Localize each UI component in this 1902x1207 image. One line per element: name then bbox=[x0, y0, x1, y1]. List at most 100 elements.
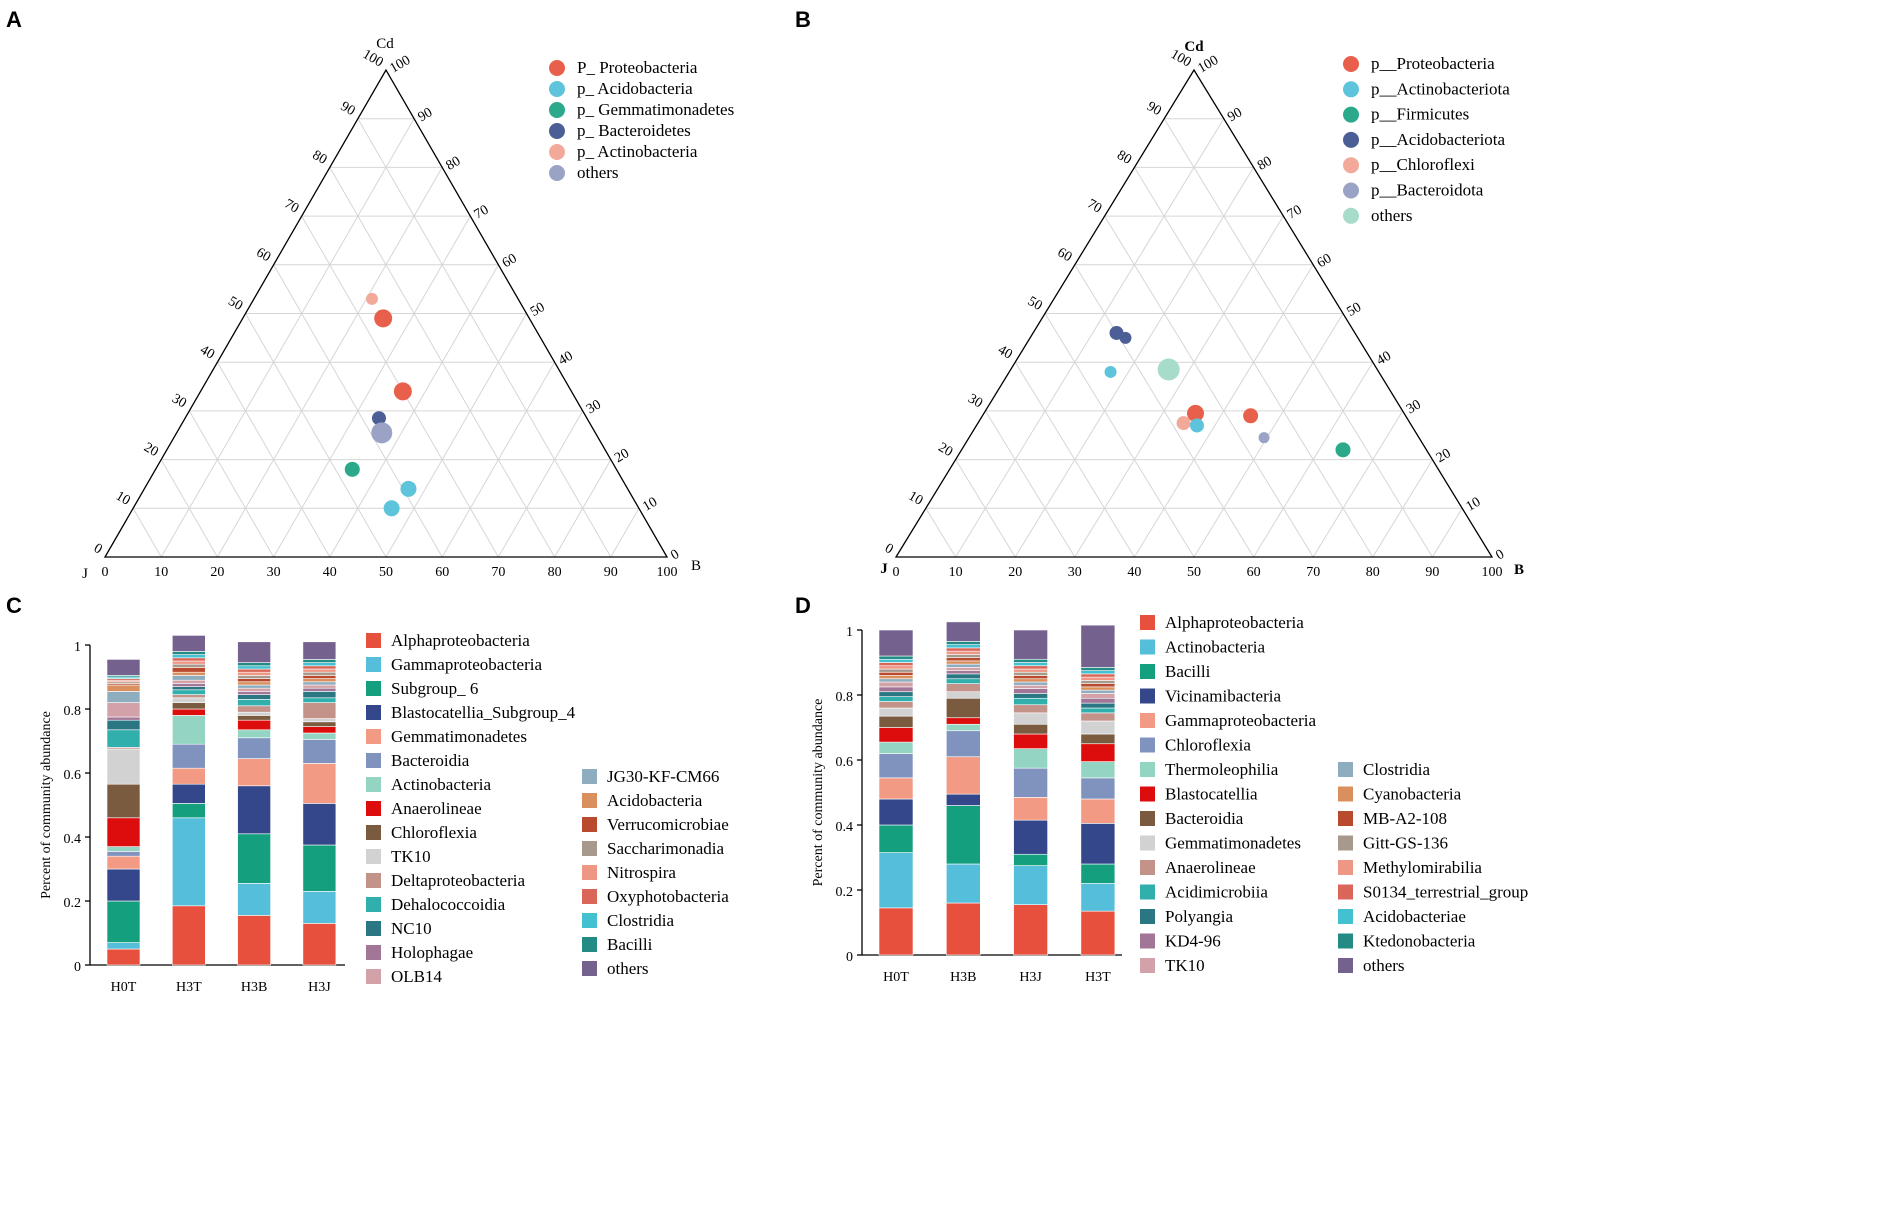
legend-label-1-4: Blastocatellia_Subgroup_4 bbox=[391, 703, 576, 722]
bar-segment-h3b-20 bbox=[237, 671, 271, 676]
bar-segment-h3j-7 bbox=[302, 732, 337, 740]
bar-segment-h3b-19 bbox=[237, 675, 271, 679]
legend-marker-2 bbox=[549, 81, 565, 97]
bar-segment-h3j-6 bbox=[1013, 767, 1048, 798]
tick-label-right-100: 100 bbox=[388, 53, 414, 76]
x-tick-label-h3j: H3J bbox=[308, 980, 331, 995]
grid-line-j-30 bbox=[1104, 215, 1314, 558]
legend-marker-1 bbox=[1343, 56, 1359, 72]
bar-segment-h3b-9 bbox=[945, 697, 981, 719]
legend-swatch-1-10 bbox=[366, 849, 381, 864]
bar-segment-h3b-16 bbox=[237, 684, 271, 689]
legend-label-2-5: Methylomirabilia bbox=[1363, 858, 1482, 877]
tick-label-right-30: 30 bbox=[1404, 397, 1424, 417]
tick-label-bottom-0: 0 bbox=[102, 565, 109, 580]
tick-label-bottom-90: 90 bbox=[1425, 565, 1439, 580]
bar-segment-h0t-14 bbox=[106, 716, 141, 721]
bar-segment-h3t-8 bbox=[1080, 743, 1116, 762]
legend-swatch-2-8 bbox=[1338, 933, 1353, 949]
x-tick-label-h3t: H3T bbox=[176, 980, 202, 995]
bar-segment-h3t-5 bbox=[1080, 798, 1116, 824]
y-tick-label-5: 1 bbox=[846, 625, 853, 640]
bar-segment-h3b-13 bbox=[237, 694, 271, 700]
tick-label-left-30: 30 bbox=[965, 391, 985, 411]
bar-segment-h3b-15 bbox=[945, 667, 981, 671]
bar-segment-h0t-15 bbox=[878, 681, 914, 688]
panel-label-a: A bbox=[6, 7, 22, 32]
bar-segment-h3b-17 bbox=[237, 681, 271, 686]
legend-marker-5 bbox=[549, 144, 565, 160]
legend-label-2-4: Saccharimonadia bbox=[607, 839, 725, 858]
bar-segment-h0t-13 bbox=[878, 691, 914, 697]
tick-label-right-50: 50 bbox=[528, 300, 548, 320]
tick-label-left-90: 90 bbox=[338, 99, 358, 119]
legend-swatch-2-4 bbox=[1338, 835, 1353, 851]
legend-label-4: p_ Bacteroidetes bbox=[577, 121, 691, 140]
legend-swatch-1-7 bbox=[1140, 762, 1155, 777]
bar-segment-h3t-21 bbox=[172, 657, 206, 662]
legend-marker-1 bbox=[549, 60, 565, 76]
bar-segment-h3j-11 bbox=[1013, 704, 1048, 714]
legend-swatch-1-8 bbox=[366, 801, 381, 816]
bar-segment-h3b-7 bbox=[237, 729, 271, 739]
bar-segment-h3t-16 bbox=[1080, 689, 1116, 694]
panel-label-c: C bbox=[6, 593, 22, 618]
tick-label-bottom-100: 100 bbox=[657, 565, 678, 580]
legend-label-1-5: Gammaproteobacteria bbox=[1165, 711, 1316, 730]
legend-swatch-2-7 bbox=[582, 913, 597, 928]
bar-segment-h3j-23 bbox=[1013, 658, 1048, 663]
bar-segment-h3b-23 bbox=[945, 641, 981, 645]
bar-segment-h0t-12 bbox=[106, 729, 141, 748]
legend-swatch-2-5 bbox=[582, 865, 597, 880]
tick-label-left-80: 80 bbox=[1114, 148, 1134, 168]
bar-segment-h3t-10 bbox=[1080, 720, 1116, 735]
legend-label-2: p_ Acidobacteria bbox=[577, 79, 693, 98]
bar-segment-h3j-7 bbox=[1013, 748, 1048, 769]
bar-segment-h3j-13 bbox=[1013, 693, 1048, 699]
bar-segment-h3t-7 bbox=[172, 715, 206, 745]
legend-swatch-1-13 bbox=[366, 921, 381, 936]
legend-swatch-2-2 bbox=[582, 793, 597, 808]
data-point-2 bbox=[1119, 331, 1132, 344]
legend-swatch-2-6 bbox=[582, 889, 597, 904]
legend-swatch-1-14 bbox=[366, 945, 381, 960]
bar-segment-h3b-3 bbox=[945, 805, 981, 865]
tick-label-right-90: 90 bbox=[1225, 105, 1245, 125]
grid-line-b-60 bbox=[441, 361, 556, 558]
grid-line-b-30 bbox=[273, 215, 471, 558]
bar-segment-h3t-14 bbox=[1080, 697, 1116, 704]
bar-segment-h0t-7 bbox=[878, 741, 914, 754]
bar-segment-h0t-20 bbox=[878, 665, 914, 670]
bar-segment-h3t-4 bbox=[1080, 823, 1116, 865]
bar-segment-h0t-24 bbox=[106, 659, 141, 676]
y-tick-label-0: 0 bbox=[846, 950, 853, 965]
bar-segment-h3t-22 bbox=[1080, 670, 1116, 675]
bar-segment-h0t-19 bbox=[878, 668, 914, 673]
bar-segment-h0t-9 bbox=[878, 715, 914, 728]
legend-label-1-8: Anaerolineae bbox=[391, 799, 482, 818]
tick-label-bottom-70: 70 bbox=[491, 565, 505, 580]
y-tick-label-0: 0 bbox=[74, 960, 81, 975]
legend-label-1-2: Gammaproteobacteria bbox=[391, 655, 542, 674]
ternary-outline bbox=[894, 68, 1494, 558]
tick-label-left-60: 60 bbox=[1055, 245, 1075, 265]
tick-label-bottom-10: 10 bbox=[949, 565, 963, 580]
bar-segment-h3b-4 bbox=[945, 793, 981, 806]
grid-line-b-70 bbox=[1312, 410, 1404, 558]
y-tick-label-1: 0.2 bbox=[64, 896, 82, 911]
legend-label-1-1: Alphaproteobacteria bbox=[1165, 613, 1304, 632]
tick-label-left-60: 60 bbox=[253, 245, 273, 265]
bar-segment-h3b-4 bbox=[237, 785, 271, 835]
vertex-label-top: Cd bbox=[1184, 39, 1204, 55]
bar-segment-h3t-20 bbox=[1080, 676, 1116, 681]
bar-segment-h3t-19 bbox=[172, 663, 206, 668]
tick-label-right-40: 40 bbox=[556, 349, 576, 369]
grid-line-j-10 bbox=[357, 118, 612, 558]
bar-segment-h3t-17 bbox=[1080, 686, 1116, 691]
bar-segment-h0t-2 bbox=[878, 852, 914, 909]
bar-segment-h3t-12 bbox=[172, 689, 206, 695]
bar-segment-h3t-23 bbox=[1080, 667, 1116, 671]
bar-segment-h3t-8 bbox=[172, 708, 206, 716]
